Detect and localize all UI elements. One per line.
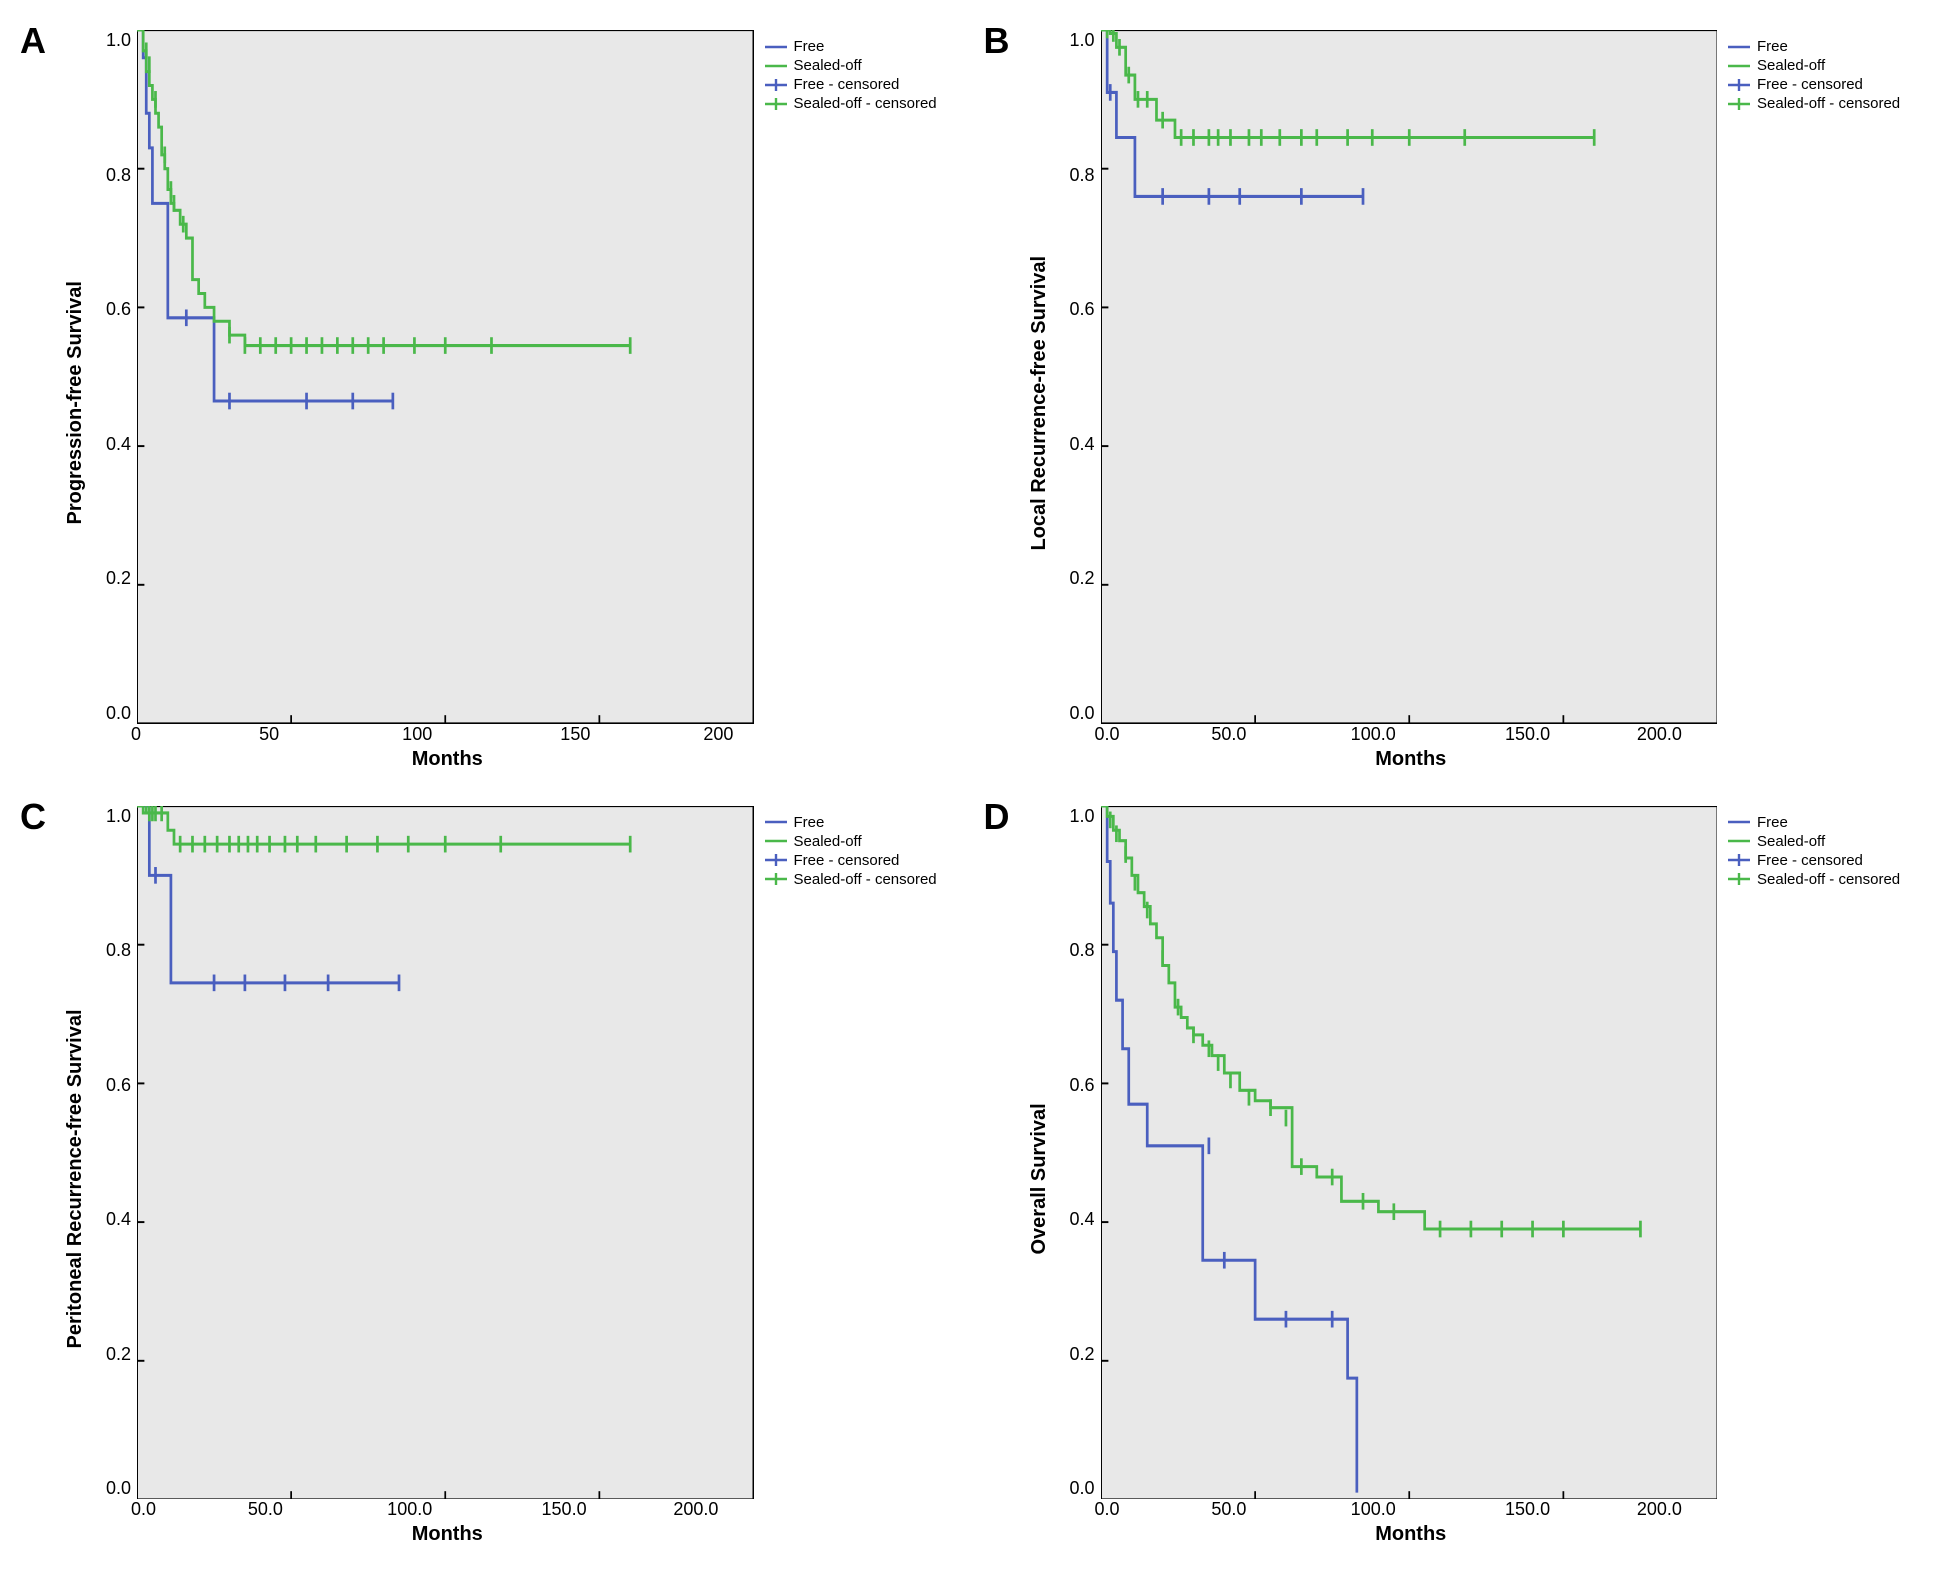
legend-item-sealed: Sealed-off — [1727, 833, 1927, 850]
legend-item-free_c: Free - censored — [764, 76, 964, 93]
legend-item-sealed_c: Sealed-off - censored — [1727, 871, 1927, 888]
panel-letter: A — [20, 20, 46, 62]
legend-item-free: Free — [1727, 38, 1927, 55]
y-ticks: 1.00.80.60.40.20.0 — [1055, 806, 1101, 1500]
y-ticks: 1.00.80.60.40.20.0 — [91, 30, 137, 724]
x-ticks: 0.050.0100.0150.0200.0 — [131, 1499, 764, 1523]
legend-label: Free — [794, 38, 825, 55]
legend-label: Sealed-off — [1757, 57, 1825, 74]
legend-item-sealed_c: Sealed-off - censored — [764, 95, 964, 112]
y-ticks: 1.00.80.60.40.20.0 — [1055, 30, 1101, 724]
legend-label: Free - censored — [1757, 76, 1863, 93]
panel-B: B Local Recurrence-free Survival1.00.80.6… — [984, 20, 1928, 776]
x-ticks: 0.050.0100.0150.0200.0 — [1095, 1499, 1728, 1523]
legend-item-sealed: Sealed-off — [764, 57, 964, 74]
panel-letter: C — [20, 796, 46, 838]
x-axis-label: Months — [1095, 748, 1728, 776]
legend-label: Sealed-off - censored — [1757, 871, 1900, 888]
legend-label: Free - censored — [794, 76, 900, 93]
legend-item-free_c: Free - censored — [1727, 852, 1927, 869]
legend-swatch-icon — [764, 872, 788, 886]
legend-label: Sealed-off — [794, 833, 862, 850]
legend-swatch-icon — [1727, 78, 1751, 92]
x-axis-label: Months — [131, 748, 764, 776]
legend-swatch-icon — [1727, 59, 1751, 73]
legend-label: Free - censored — [1757, 852, 1863, 869]
survival-plot — [137, 30, 754, 724]
legend-label: Free — [1757, 814, 1788, 831]
x-ticks: 0.050.0100.0150.0200.0 — [1095, 724, 1728, 748]
y-axis-label: Peritoneal Recurrence-free Survival — [60, 806, 91, 1552]
legend-item-free: Free — [764, 38, 964, 55]
legend-item-free: Free — [1727, 814, 1927, 831]
legend-swatch-icon — [1727, 815, 1751, 829]
panel-C: C Peritoneal Recurrence-free Survival1.00… — [20, 796, 964, 1552]
legend-item-sealed_c: Sealed-off - censored — [764, 871, 964, 888]
legend: Free Sealed-off Free - censored Sealed-off … — [754, 806, 964, 1500]
y-axis-label: Overall Survival — [1024, 806, 1055, 1552]
legend-label: Free - censored — [794, 852, 900, 869]
legend: Free Sealed-off Free - censored Sealed-off … — [754, 30, 964, 724]
legend-swatch-icon — [764, 59, 788, 73]
legend-label: Sealed-off — [1757, 833, 1825, 850]
legend-label: Sealed-off - censored — [1757, 95, 1900, 112]
legend-swatch-icon — [764, 40, 788, 54]
legend-swatch-icon — [1727, 40, 1751, 54]
legend-item-sealed: Sealed-off — [764, 833, 964, 850]
panel-D: D Overall Survival1.00.80.60.40.20.0 Free S… — [984, 796, 1928, 1552]
legend-swatch-icon — [764, 97, 788, 111]
legend-label: Sealed-off - censored — [794, 95, 937, 112]
legend-label: Sealed-off - censored — [794, 871, 937, 888]
legend-item-sealed: Sealed-off — [1727, 57, 1927, 74]
legend-label: Sealed-off — [794, 57, 862, 74]
legend-swatch-icon — [764, 815, 788, 829]
legend-item-free: Free — [764, 814, 964, 831]
y-axis-label: Local Recurrence-free Survival — [1024, 30, 1055, 776]
legend-label: Free — [1757, 38, 1788, 55]
y-ticks: 1.00.80.60.40.20.0 — [91, 806, 137, 1500]
legend-item-sealed_c: Sealed-off - censored — [1727, 95, 1927, 112]
legend: Free Sealed-off Free - censored Sealed-off … — [1717, 806, 1927, 1500]
legend-swatch-icon — [764, 78, 788, 92]
survival-plot — [1101, 806, 1718, 1500]
legend-swatch-icon — [764, 853, 788, 867]
legend-swatch-icon — [1727, 97, 1751, 111]
survival-plot — [137, 806, 754, 1500]
legend-label: Free — [794, 814, 825, 831]
x-axis-label: Months — [1095, 1523, 1728, 1551]
survival-plot — [1101, 30, 1718, 724]
legend: Free Sealed-off Free - censored Sealed-off … — [1717, 30, 1927, 724]
panel-A: A Progression-free Survival1.00.80.60.40.… — [20, 20, 964, 776]
x-ticks: 050100150200 — [131, 724, 764, 748]
panel-letter: B — [984, 20, 1010, 62]
x-axis-label: Months — [131, 1523, 764, 1551]
panel-letter: D — [984, 796, 1010, 838]
legend-swatch-icon — [1727, 834, 1751, 848]
legend-swatch-icon — [1727, 853, 1751, 867]
legend-item-free_c: Free - censored — [1727, 76, 1927, 93]
legend-swatch-icon — [1727, 872, 1751, 886]
legend-swatch-icon — [764, 834, 788, 848]
legend-item-free_c: Free - censored — [764, 852, 964, 869]
y-axis-label: Progression-free Survival — [60, 30, 91, 776]
